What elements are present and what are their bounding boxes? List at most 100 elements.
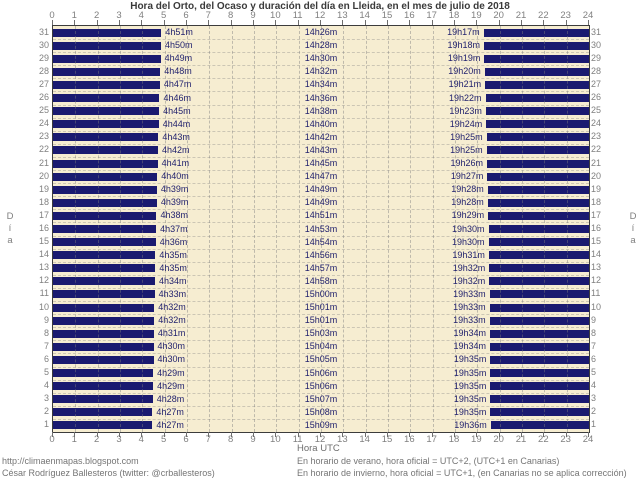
day-gridline: [53, 78, 589, 80]
sunset-time-label: 19h34m: [453, 341, 486, 352]
day-gridline: [53, 196, 589, 198]
tick-mark-top: [454, 20, 455, 25]
night-bar-right: [483, 28, 589, 37]
night-bar-right: [490, 355, 589, 364]
day-tick-label-left: 10: [38, 301, 49, 312]
night-bar-right: [484, 54, 589, 63]
night-bar-right: [490, 395, 589, 404]
day-gridline: [53, 117, 589, 119]
sunrise-time-label: 4h31m: [157, 328, 186, 339]
hour-gridline: [254, 26, 255, 432]
sunset-time-label: 19h35m: [453, 406, 487, 417]
hour-tick-label-top: 5: [161, 10, 167, 21]
tick-mark-bottom: [74, 432, 76, 437]
hour-tick-label-top: 24: [582, 10, 594, 21]
hour-tick-label-bottom: 16: [404, 434, 415, 445]
tick-mark-top: [119, 20, 120, 25]
sunrise-time-label: 4h43m: [162, 131, 190, 142]
hour-tick-label-top: 4: [138, 10, 144, 21]
night-bar-right: [486, 120, 589, 129]
day-duration-label: 15h04m: [304, 341, 338, 352]
day-tick-label-left: 19: [38, 183, 49, 194]
day-tick-label-left: 8: [43, 327, 49, 338]
day-duration-label: 14h30m: [304, 53, 338, 64]
sunrise-time-label: 4h27m: [156, 406, 184, 417]
hour-gridline: [298, 26, 300, 432]
tick-mark-top: [96, 20, 98, 25]
hour-tick-label-top: 1: [71, 10, 77, 21]
night-bar-left: [53, 382, 154, 391]
sunset-time-label: 19h25m: [450, 144, 483, 155]
tick-mark-bottom: [409, 432, 411, 437]
sunset-time-label: 19h21m: [448, 79, 482, 90]
night-bar-left: [53, 316, 155, 325]
hour-tick-label-bottom: 0: [49, 434, 55, 445]
day-tick-label-right: 16: [591, 223, 602, 233]
night-bar-right: [487, 172, 589, 181]
day-gridline: [53, 405, 589, 407]
night-bar-right: [489, 342, 589, 351]
tick-mark-top: [364, 20, 366, 25]
night-bar-left: [53, 120, 159, 129]
night-bar-left: [53, 159, 158, 168]
sunrise-time-label: 4h28m: [156, 393, 185, 404]
plot-area: 4h51m 14h26m 19h17m 4h50m 14h28m 19h18m 4h49m 1…: [52, 25, 590, 433]
day-tick-label-left: 22: [38, 144, 49, 155]
hour-gridline: [231, 26, 233, 432]
night-bar-right: [490, 421, 589, 430]
night-bar-right: [487, 185, 589, 194]
sunrise-time-label: 4h45m: [163, 105, 191, 116]
sunrise-time-label: 4h37m: [160, 223, 188, 234]
day-duration-label: 15h00m: [304, 288, 338, 299]
sunrise-time-label: 4h51m: [165, 27, 193, 38]
hour-tick-label-bottom: 17: [426, 434, 437, 445]
day-duration-label: 14h49m: [304, 184, 338, 195]
night-bar-left: [53, 54, 161, 63]
day-tick-label-left: 23: [38, 131, 49, 142]
sunrise-time-label: 4h39m: [160, 197, 189, 208]
sunrise-time-label: 4h29m: [157, 367, 185, 378]
day-gridline: [53, 209, 589, 211]
night-bar-right: [490, 408, 589, 417]
day-tick-label-left: 28: [38, 65, 49, 76]
hour-tick-label-bottom: 10: [270, 434, 281, 445]
day-gridline: [53, 366, 589, 368]
hour-tick-label-bottom: 4: [138, 434, 144, 445]
sunrise-time-label: 4h30m: [157, 341, 186, 352]
hour-tick-label-top: 18: [448, 10, 460, 21]
day-tick-label-left: 17: [38, 209, 49, 220]
night-bar-left: [53, 238, 156, 247]
sunrise-time-label: 4h35m: [159, 249, 187, 260]
tick-mark-top: [498, 20, 500, 25]
day-duration-label: 14h49m: [304, 197, 338, 208]
hour-tick-label-top: 3: [116, 10, 122, 21]
night-bar-right: [490, 382, 589, 391]
day-duration-label: 14h34m: [304, 79, 338, 90]
day-gridline: [53, 392, 589, 394]
day-duration-label: 14h47m: [304, 171, 338, 182]
hour-tick-label-top: 20: [493, 10, 504, 21]
day-tick-label-right: 24: [591, 118, 602, 129]
tick-mark-bottom: [565, 432, 567, 437]
sunrise-time-label: 4h40m: [161, 171, 189, 182]
sunrise-time-label: 4h32m: [158, 315, 186, 326]
hour-gridline: [499, 26, 501, 432]
day-tick-label-left: 21: [38, 157, 49, 168]
day-duration-label: 15h07m: [304, 393, 338, 404]
day-duration-label: 15h08m: [304, 406, 338, 417]
night-bar-left: [53, 146, 158, 155]
tick-mark-bottom: [208, 432, 210, 437]
footer-note-summer: En horario de verano, hora oficial = UTC…: [297, 456, 560, 466]
tick-mark-top: [387, 20, 388, 25]
night-bar-right: [490, 369, 589, 378]
y-axis-label-char: D: [629, 211, 637, 222]
tick-mark-bottom: [96, 432, 98, 437]
night-bar-left: [53, 251, 156, 260]
day-tick-label-left: 27: [38, 78, 49, 89]
day-gridline: [53, 183, 589, 185]
sunset-time-label: 19h23m: [449, 105, 482, 116]
night-bar-left: [53, 67, 161, 76]
hour-tick-label-bottom: 14: [359, 434, 370, 445]
